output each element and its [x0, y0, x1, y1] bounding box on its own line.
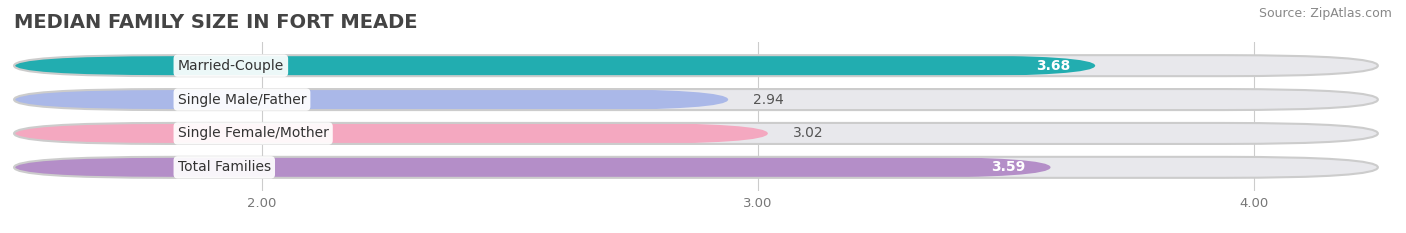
Text: Single Female/Mother: Single Female/Mother [177, 127, 329, 140]
Text: Total Families: Total Families [177, 160, 271, 174]
FancyBboxPatch shape [14, 89, 728, 110]
Text: Source: ZipAtlas.com: Source: ZipAtlas.com [1258, 7, 1392, 20]
Text: Married-Couple: Married-Couple [177, 59, 284, 73]
FancyBboxPatch shape [14, 123, 768, 144]
Text: 3.68: 3.68 [1036, 59, 1070, 73]
FancyBboxPatch shape [14, 123, 1378, 144]
Text: Single Male/Father: Single Male/Father [177, 93, 307, 106]
Text: MEDIAN FAMILY SIZE IN FORT MEADE: MEDIAN FAMILY SIZE IN FORT MEADE [14, 13, 418, 32]
FancyBboxPatch shape [14, 157, 1378, 178]
FancyBboxPatch shape [14, 89, 1378, 110]
FancyBboxPatch shape [14, 55, 1095, 76]
Text: 2.94: 2.94 [754, 93, 783, 106]
FancyBboxPatch shape [14, 55, 1378, 76]
FancyBboxPatch shape [14, 157, 1050, 178]
Text: 3.59: 3.59 [991, 160, 1026, 174]
Text: 3.02: 3.02 [793, 127, 824, 140]
